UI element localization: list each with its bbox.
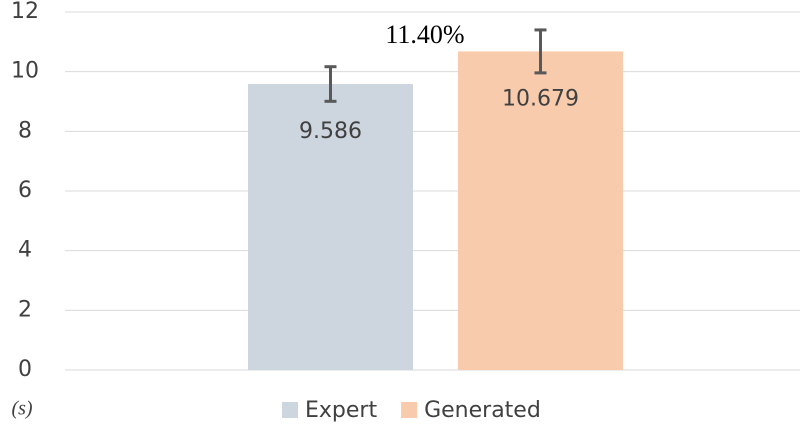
value-label: 9.586 [299,119,362,144]
y-tick-label: 4 [18,238,32,263]
y-tick-label: 12 [11,0,39,24]
y-tick-label: 2 [18,297,32,322]
y-tick-label: 6 [18,178,32,203]
bar [248,84,413,370]
legend-label: Expert [305,398,377,423]
legend-label: Generated [424,398,541,423]
value-label: 10.679 [502,86,579,111]
y-tick-label: 0 [18,357,32,382]
legend-swatch [282,402,298,418]
y-tick-label: 8 [18,118,32,143]
legend-swatch [401,402,418,418]
y-axis-label: (s) [11,398,32,420]
y-tick-label: 10 [11,59,39,84]
annotation: 11.40% [385,20,464,49]
bar [458,51,623,371]
